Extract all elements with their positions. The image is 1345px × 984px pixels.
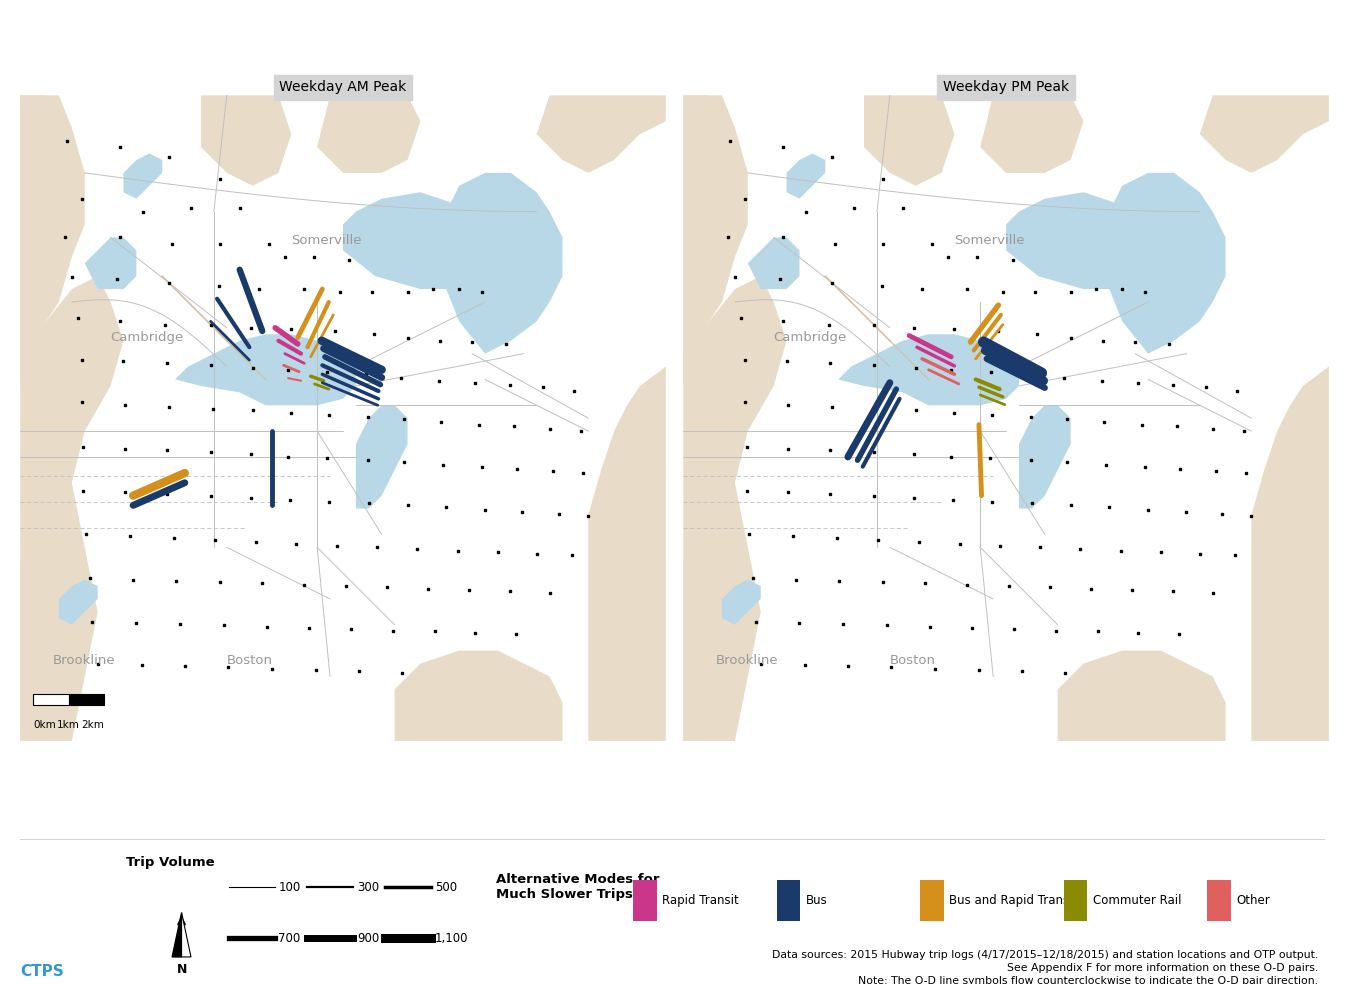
Polygon shape bbox=[124, 154, 163, 199]
Polygon shape bbox=[1020, 405, 1071, 509]
Text: Commuter Rail: Commuter Rail bbox=[1092, 894, 1181, 907]
Polygon shape bbox=[748, 237, 799, 289]
Polygon shape bbox=[200, 95, 292, 186]
Polygon shape bbox=[20, 560, 85, 741]
Text: N: N bbox=[176, 962, 187, 976]
Bar bbox=[34, 694, 69, 706]
Title: Weekday PM Peak: Weekday PM Peak bbox=[943, 81, 1069, 94]
Polygon shape bbox=[20, 95, 85, 386]
Polygon shape bbox=[175, 335, 356, 405]
Text: CTPS: CTPS bbox=[20, 964, 65, 979]
FancyBboxPatch shape bbox=[920, 880, 944, 921]
Polygon shape bbox=[683, 277, 787, 741]
Polygon shape bbox=[1057, 650, 1225, 741]
Text: Cambridge: Cambridge bbox=[773, 331, 847, 343]
Text: 900: 900 bbox=[356, 932, 379, 945]
Polygon shape bbox=[683, 95, 748, 386]
Text: 1km: 1km bbox=[56, 719, 81, 730]
Text: 1,100: 1,100 bbox=[434, 932, 468, 945]
Polygon shape bbox=[172, 913, 182, 956]
Text: 2km: 2km bbox=[81, 719, 104, 730]
Polygon shape bbox=[20, 95, 59, 386]
Text: Alternative Modes for
Much Slower Trips: Alternative Modes for Much Slower Trips bbox=[496, 873, 660, 900]
Polygon shape bbox=[1251, 367, 1329, 741]
Text: Boston: Boston bbox=[890, 653, 936, 666]
Text: Rapid Transit: Rapid Transit bbox=[662, 894, 738, 907]
Polygon shape bbox=[20, 277, 124, 741]
Polygon shape bbox=[588, 367, 666, 741]
Polygon shape bbox=[394, 650, 562, 741]
Text: Cambridge: Cambridge bbox=[110, 331, 184, 343]
FancyBboxPatch shape bbox=[633, 880, 656, 921]
Text: Somerville: Somerville bbox=[955, 234, 1025, 247]
FancyBboxPatch shape bbox=[777, 880, 800, 921]
Polygon shape bbox=[433, 173, 562, 353]
Polygon shape bbox=[1096, 173, 1225, 353]
Polygon shape bbox=[838, 335, 1020, 405]
Polygon shape bbox=[1006, 192, 1161, 289]
Polygon shape bbox=[182, 913, 191, 956]
Text: Other: Other bbox=[1236, 894, 1270, 907]
Polygon shape bbox=[59, 580, 98, 625]
Polygon shape bbox=[537, 95, 666, 173]
Polygon shape bbox=[1200, 95, 1329, 173]
Polygon shape bbox=[356, 405, 408, 509]
Text: Bus: Bus bbox=[806, 894, 827, 907]
Text: 100: 100 bbox=[278, 881, 301, 893]
Polygon shape bbox=[722, 580, 761, 625]
Text: 300: 300 bbox=[356, 881, 379, 893]
Polygon shape bbox=[343, 192, 498, 289]
FancyBboxPatch shape bbox=[1064, 880, 1087, 921]
Text: 0km: 0km bbox=[34, 719, 56, 730]
Text: 700: 700 bbox=[278, 932, 301, 945]
Polygon shape bbox=[683, 95, 722, 386]
Text: Trip Volume: Trip Volume bbox=[126, 856, 214, 869]
Text: Brookline: Brookline bbox=[716, 653, 779, 666]
Text: Data sources: 2015 Hubway trip logs (4/17/2015–12/18/2015) and station locations: Data sources: 2015 Hubway trip logs (4/1… bbox=[772, 950, 1318, 984]
Polygon shape bbox=[85, 237, 136, 289]
Text: Brookline: Brookline bbox=[52, 653, 116, 666]
Bar bbox=[69, 694, 104, 706]
Polygon shape bbox=[317, 95, 421, 173]
Polygon shape bbox=[863, 95, 955, 186]
Polygon shape bbox=[787, 154, 826, 199]
Title: Weekday AM Peak: Weekday AM Peak bbox=[280, 81, 406, 94]
Text: 500: 500 bbox=[434, 881, 457, 893]
Text: Boston: Boston bbox=[227, 653, 273, 666]
Polygon shape bbox=[981, 95, 1084, 173]
Polygon shape bbox=[683, 560, 748, 741]
Text: Bus and Rapid Transit: Bus and Rapid Transit bbox=[950, 894, 1077, 907]
Text: Somerville: Somerville bbox=[292, 234, 362, 247]
FancyBboxPatch shape bbox=[1208, 880, 1231, 921]
